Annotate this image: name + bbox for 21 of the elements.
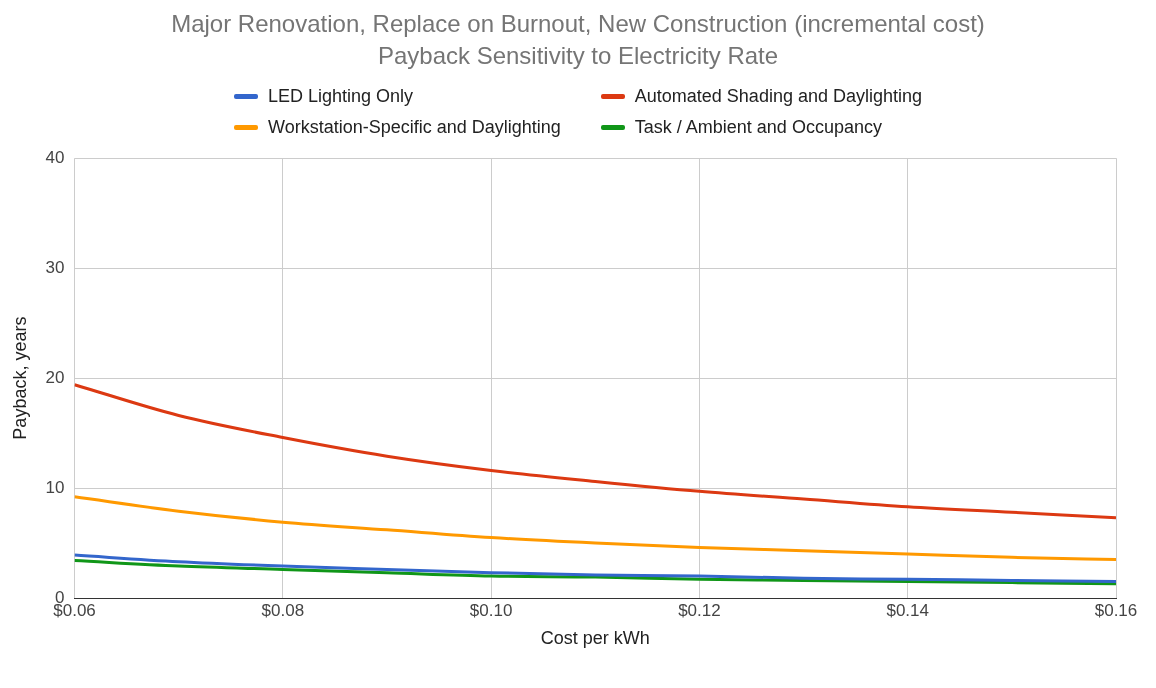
line-series [74, 495, 1116, 562]
line-series [74, 383, 1116, 520]
legend-label: Workstation-Specific and Daylighting [267, 117, 561, 138]
line-series [74, 559, 1116, 586]
x-tick-label: $0.10 [469, 600, 513, 620]
chart-subtitle: Payback Sensitivity to Electricity Rate [376, 41, 780, 71]
legend-label: Automated Shading and Daylighting [634, 86, 922, 107]
x-tick-label: $0.12 [678, 600, 721, 620]
x-tick-label: $0.16 [1094, 600, 1138, 620]
y-axis-title: Payback, years [9, 316, 30, 440]
x-tick-label: $0.08 [261, 600, 305, 620]
y-tick-label: 10 [45, 477, 65, 497]
y-tick-label: 20 [45, 367, 65, 387]
chart-title: Major Renovation, Replace on Burnout, New Construction (incremental cost) [170, 9, 986, 39]
x-axis-title: Cost per kWh [540, 628, 650, 649]
legend-label: LED Lighting Only [267, 86, 414, 107]
legend-label: Task / Ambient and Occupancy [634, 117, 882, 138]
y-tick-label: 40 [45, 147, 65, 167]
y-tick-label: 30 [45, 257, 65, 277]
x-tick-label: $0.14 [886, 600, 929, 620]
line-series [74, 553, 1116, 584]
